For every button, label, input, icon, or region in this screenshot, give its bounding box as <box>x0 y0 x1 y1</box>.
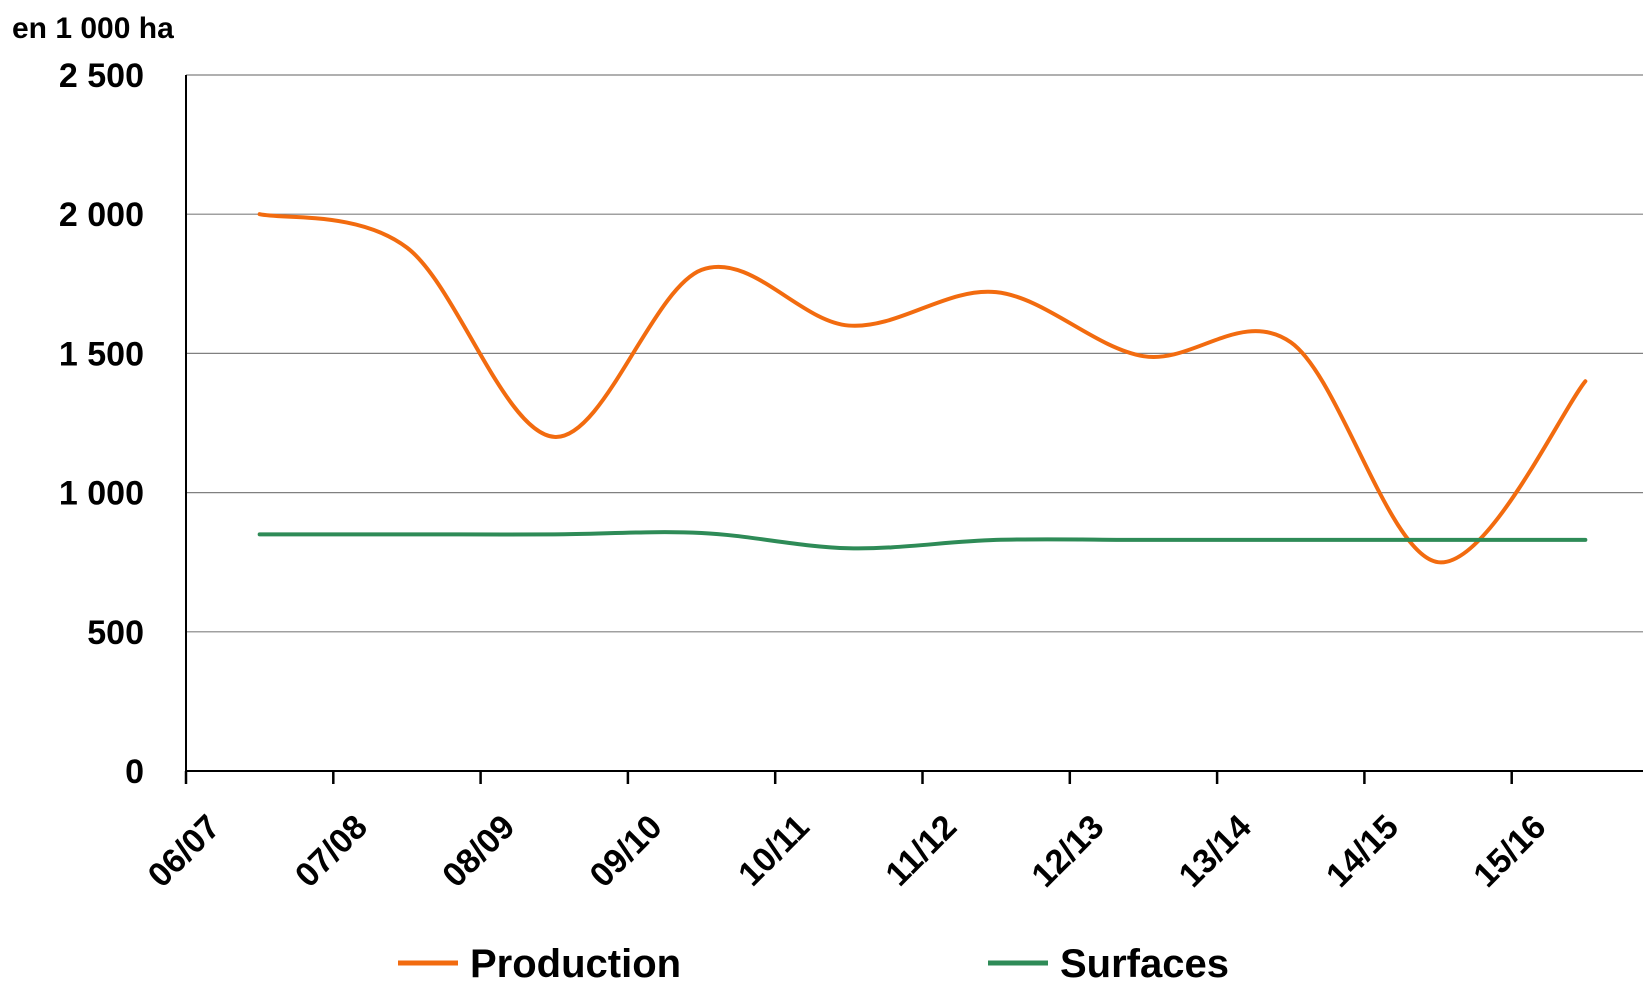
x-tick-label: 08/09 <box>435 808 522 895</box>
legend: Production Surfaces <box>398 942 1229 985</box>
y-tick-label: 0 <box>125 753 144 791</box>
legend-label: Production <box>470 942 681 985</box>
series-line-surfaces <box>257 530 1588 551</box>
y-axis-tick-labels: 0 500 1 000 1 500 2 000 2 500 <box>59 57 144 791</box>
x-tick-label: 14/15 <box>1319 808 1406 895</box>
x-tick-label: 13/14 <box>1172 808 1259 895</box>
x-tick-label: 11/12 <box>878 808 964 894</box>
x-tick-label: 07/08 <box>288 808 375 895</box>
x-tick-label: 15/16 <box>1466 808 1553 895</box>
series-line-production <box>257 212 1588 565</box>
y-unit-label: en 1 000 ha <box>12 12 174 45</box>
x-tick-label: 09/10 <box>583 808 670 895</box>
y-tick-label: 1 000 <box>59 475 144 513</box>
y-tick-label: 1 500 <box>59 335 144 373</box>
series-lines <box>257 212 1588 565</box>
x-tick-label: 12/13 <box>1024 808 1111 895</box>
y-tick-label: 2 000 <box>59 196 144 234</box>
legend-label: Surfaces <box>1060 942 1229 985</box>
y-tick-label: 500 <box>87 614 144 652</box>
y-tick-label: 2 500 <box>59 57 144 95</box>
x-axis-ticks: 06/07 07/08 08/09 09/10 10/11 11/12 12/13 13/14… <box>141 771 1553 895</box>
x-tick-label: 10/11 <box>731 808 817 894</box>
x-tick-label: 06/07 <box>141 808 228 895</box>
gridlines <box>186 74 1643 633</box>
